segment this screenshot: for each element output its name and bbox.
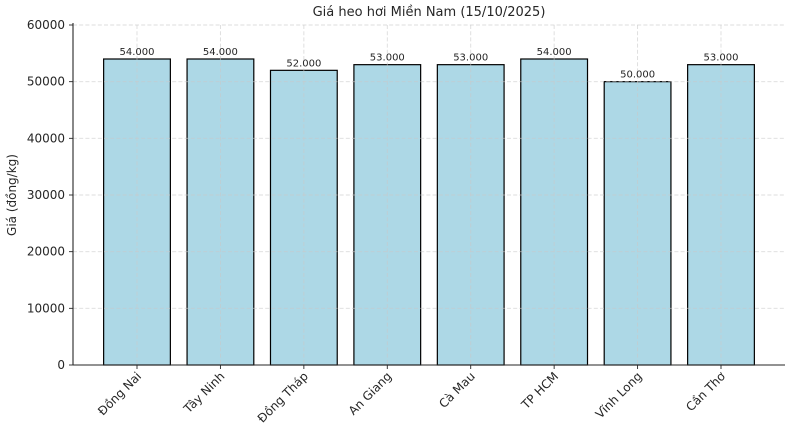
y-tick-label: 20000 bbox=[27, 245, 65, 259]
y-tick-label: 50000 bbox=[27, 75, 65, 89]
bar-value-label: 53.000 bbox=[453, 53, 488, 64]
chart-title: Giá heo hơi Miền Nam (15/10/2025) bbox=[313, 5, 546, 20]
y-tick-label: 10000 bbox=[27, 301, 65, 315]
bar-value-label: 50.000 bbox=[620, 70, 655, 81]
y-axis-label: Giá (đồng/kg) bbox=[5, 154, 19, 236]
bar-value-label: 53.000 bbox=[370, 53, 405, 64]
tick-marks bbox=[69, 24, 722, 369]
y-tick-label: 60000 bbox=[27, 18, 65, 32]
bar-value-label: 54.000 bbox=[120, 47, 155, 58]
bar-value-label: 53.000 bbox=[704, 53, 739, 64]
y-tick-label: 30000 bbox=[27, 188, 65, 202]
bar-value-label: 54.000 bbox=[537, 47, 572, 58]
bar bbox=[603, 81, 672, 366]
y-tick-label: 0 bbox=[57, 358, 65, 372]
y-tick-label: 40000 bbox=[27, 131, 65, 145]
bar-value-label: 52.000 bbox=[286, 58, 321, 69]
bar-value-label: 54.000 bbox=[203, 47, 238, 58]
